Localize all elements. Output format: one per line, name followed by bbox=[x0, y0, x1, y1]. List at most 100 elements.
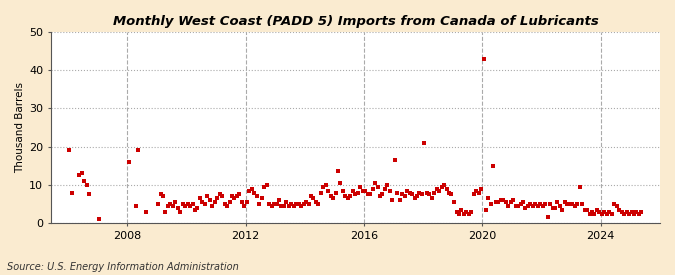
Point bbox=[385, 188, 396, 193]
Point bbox=[194, 196, 205, 200]
Point bbox=[461, 210, 472, 214]
Point bbox=[567, 202, 578, 206]
Point bbox=[470, 188, 481, 193]
Point bbox=[424, 192, 435, 197]
Point bbox=[76, 171, 87, 176]
Point bbox=[157, 194, 168, 199]
Point bbox=[67, 190, 78, 195]
Point bbox=[587, 210, 597, 214]
Point bbox=[576, 202, 587, 206]
Point bbox=[372, 185, 383, 189]
Point bbox=[315, 190, 326, 195]
Point bbox=[456, 208, 466, 212]
Point bbox=[236, 200, 247, 204]
Point bbox=[377, 192, 388, 197]
Point bbox=[512, 204, 523, 208]
Point bbox=[364, 192, 375, 197]
Point bbox=[153, 202, 163, 206]
Point bbox=[182, 202, 193, 206]
Point bbox=[160, 210, 171, 214]
Point bbox=[540, 202, 551, 206]
Point bbox=[463, 211, 474, 216]
Point bbox=[449, 200, 460, 204]
Point bbox=[572, 202, 583, 206]
Point bbox=[212, 196, 223, 200]
Point bbox=[488, 164, 499, 168]
Point bbox=[542, 215, 553, 219]
Point bbox=[616, 210, 627, 214]
Point bbox=[522, 204, 533, 208]
Point bbox=[570, 204, 580, 208]
Point bbox=[325, 194, 336, 199]
Point bbox=[276, 204, 287, 208]
Point bbox=[483, 196, 494, 200]
Point bbox=[614, 208, 624, 212]
Point bbox=[557, 208, 568, 212]
Point bbox=[473, 190, 484, 195]
Point bbox=[434, 188, 445, 193]
Point bbox=[394, 198, 405, 202]
Point bbox=[476, 186, 487, 191]
Point bbox=[624, 211, 634, 216]
Point bbox=[185, 204, 196, 208]
Point bbox=[485, 202, 496, 206]
Point bbox=[256, 196, 267, 200]
Point bbox=[562, 202, 573, 206]
Point bbox=[498, 198, 509, 202]
Point bbox=[367, 186, 378, 191]
Point bbox=[584, 211, 595, 216]
Point bbox=[370, 181, 381, 185]
Point bbox=[626, 210, 637, 214]
Text: Source: U.S. Energy Information Administration: Source: U.S. Energy Information Administ… bbox=[7, 262, 238, 272]
Point bbox=[621, 210, 632, 214]
Point bbox=[323, 188, 333, 193]
Point bbox=[167, 204, 178, 208]
Point bbox=[264, 202, 275, 206]
Point bbox=[84, 192, 95, 197]
Point bbox=[281, 200, 292, 204]
Point bbox=[178, 202, 188, 206]
Point bbox=[589, 211, 600, 216]
Point bbox=[606, 211, 617, 216]
Point bbox=[286, 202, 296, 206]
Point bbox=[527, 204, 538, 208]
Point bbox=[94, 217, 105, 221]
Point bbox=[293, 202, 304, 206]
Point bbox=[564, 202, 575, 206]
Point bbox=[221, 204, 232, 208]
Point bbox=[454, 211, 464, 216]
Point bbox=[232, 194, 242, 199]
Point bbox=[140, 210, 151, 214]
Point bbox=[338, 188, 348, 193]
Point bbox=[508, 198, 518, 202]
Point bbox=[187, 202, 198, 206]
Point bbox=[202, 194, 213, 199]
Point bbox=[604, 210, 615, 214]
Point bbox=[192, 206, 203, 210]
Point bbox=[545, 202, 556, 206]
Point bbox=[81, 183, 92, 187]
Point bbox=[506, 200, 516, 204]
Point bbox=[481, 208, 491, 212]
Point bbox=[123, 160, 134, 164]
Point bbox=[547, 206, 558, 210]
Point bbox=[518, 200, 529, 204]
Point bbox=[619, 211, 630, 216]
Point bbox=[402, 188, 412, 193]
Point bbox=[298, 202, 309, 206]
Y-axis label: Thousand Barrels: Thousand Barrels bbox=[15, 82, 25, 173]
Point bbox=[205, 198, 215, 202]
Point bbox=[515, 202, 526, 206]
Point bbox=[631, 210, 642, 214]
Point bbox=[533, 204, 543, 208]
Point bbox=[500, 200, 511, 204]
Point bbox=[387, 198, 398, 202]
Point bbox=[379, 186, 390, 191]
Point bbox=[406, 192, 417, 197]
Point bbox=[628, 211, 639, 216]
Point bbox=[601, 211, 612, 216]
Point bbox=[609, 202, 620, 206]
Point bbox=[574, 185, 585, 189]
Point bbox=[612, 204, 622, 208]
Point bbox=[200, 202, 211, 206]
